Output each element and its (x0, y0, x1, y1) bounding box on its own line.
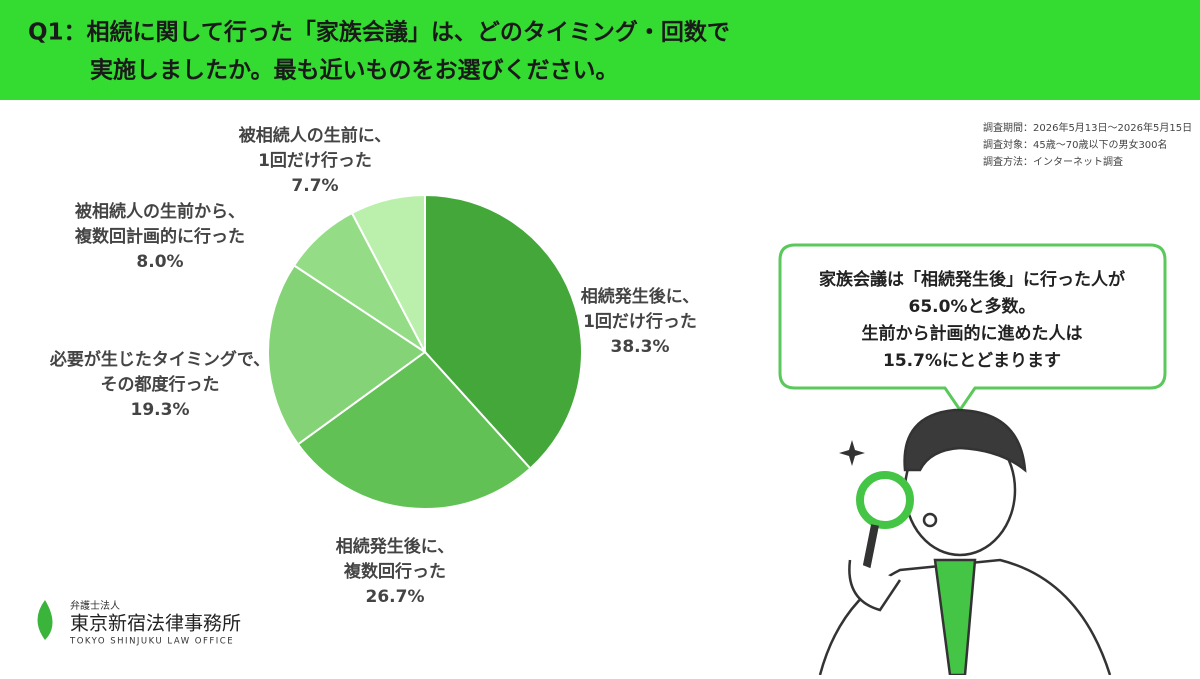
callout: 家族会議は「相続発生後」に行った人が 65.0%と多数。 生前から計画的に進めた… (778, 243, 1167, 413)
survey-note: 調査方法：インターネット調査 (983, 155, 1123, 168)
value-label: 7.7% (291, 176, 338, 196)
value-label: 8.0% (136, 252, 183, 272)
slice-label: 必要が生じたタイミングで、その都度行った (49, 349, 270, 395)
callout-line: 15.7%にとどまります (883, 351, 1061, 371)
logo-mark (37, 600, 53, 640)
slice-label-line: 被相続人の生前に、 (239, 125, 392, 146)
slice-label-line: 複数回計画的に行った (74, 226, 245, 247)
slice-label-line: 被相続人の生前から、 (75, 201, 245, 222)
title-line: Q1：相続に関して行った「家族会議」は、どのタイミング・回数で (28, 19, 730, 46)
survey-note: 調査対象：45歳〜70歳以下の男女300名 (983, 138, 1168, 151)
title-line: 実施しましたか。最も近いものをお選びください。 (90, 57, 619, 84)
slice-label-line: その都度行った (101, 374, 220, 395)
slice-label-line: 相続発生後に、 (581, 286, 700, 307)
pie-slice (424, 193, 583, 470)
pie-slice (296, 350, 532, 510)
header-band (0, 0, 1200, 100)
slice-label-line: 複数回行った (343, 561, 446, 582)
logo-name: 東京新宿法律事務所 (70, 613, 241, 635)
value-label: 38.3% (611, 337, 670, 357)
survey-note: 調査期間：2026年5月13日〜2026年5月15日 (983, 121, 1192, 134)
callout-bubble (778, 243, 1167, 413)
slice-label: 被相続人の生前に、 1回だけ行った (239, 125, 392, 171)
slice-label-line: 1回だけ行った (583, 311, 697, 332)
logo-english: TOKYO SHINJUKU LAW OFFICE (69, 637, 234, 647)
logo-kicker: 弁護士法人 (70, 599, 120, 612)
slice-label-line: 相続発生後に、 (336, 536, 455, 557)
pie-slice (267, 264, 427, 446)
slice-label: 被相続人の生前から、複数回計画的に行った (74, 201, 245, 247)
pie-slice (350, 193, 426, 353)
callout-line: 65.0%と多数。 (909, 296, 1036, 317)
slice-label: 相続発生後に、複数回行った (336, 536, 455, 582)
callout-line: 生前から計画的に進めた人は (862, 323, 1083, 344)
illustration (818, 408, 1112, 677)
logo: 弁護士法人 東京新宿法律事務所 TOKYO SHINJUKU LAW OFFIC… (37, 599, 241, 647)
slice-label-line: 必要が生じたタイミングで、 (49, 349, 270, 370)
slice-label: 相続発生後に、 1回だけ行った (581, 286, 700, 332)
callout-line: 家族会議は「相続発生後」に行った人が (819, 269, 1125, 290)
value-label: 19.3% (131, 400, 190, 420)
value-label: 26.7% (366, 587, 425, 607)
slice-label-line: 1回だけ行った (258, 150, 372, 171)
